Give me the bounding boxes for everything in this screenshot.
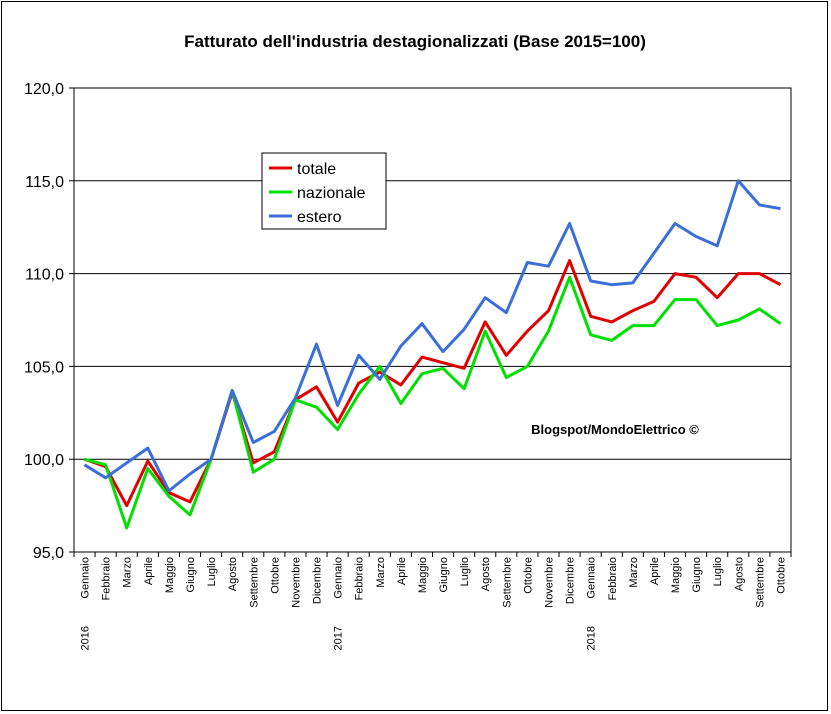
series-line-nazionale <box>84 275 782 530</box>
x-tick-label: Agosto <box>733 557 745 591</box>
y-tick-label: 100,0 <box>24 452 64 469</box>
y-tick-label: 120,0 <box>24 81 64 98</box>
x-tick-label: Aprile <box>143 557 155 585</box>
x-tick-label: Novembre <box>290 557 302 608</box>
x-tick-label: Maggio <box>670 557 682 593</box>
x-tick-label: Agosto <box>227 557 239 591</box>
x-tick-label: Marzo <box>375 557 387 588</box>
x-tick-label: Febbraio <box>101 557 113 600</box>
x-tick-label: Settembre <box>501 557 513 608</box>
year-label: 2016 <box>80 626 92 650</box>
x-tick-label: Giugno <box>691 557 703 592</box>
y-tick-label: 105,0 <box>24 359 64 376</box>
legend-label-totale: totale <box>297 161 336 178</box>
x-tick-label: Novembre <box>543 557 555 608</box>
y-axis: 95,0 100,0 105,0 110,0 115,0 120,0 <box>24 81 74 562</box>
legend-label-nazionale: nazionale <box>297 185 366 202</box>
x-tick-label: Aprile <box>396 557 408 585</box>
x-tick-label: Dicembre <box>565 557 577 604</box>
y-tick-label: 115,0 <box>25 174 64 191</box>
x-tick-label: Gennaio <box>80 557 92 599</box>
legend: totale nazionale estero <box>261 152 387 230</box>
x-tick-label: Dicembre <box>312 557 324 604</box>
x-tick-label: Ottobre <box>775 557 787 594</box>
x-tick-label: Settembre <box>248 557 260 608</box>
x-tick-label: Luglio <box>459 557 471 586</box>
series-lines <box>83 179 782 530</box>
x-tick-label: Agosto <box>480 557 492 591</box>
year-label: 2017 <box>333 626 345 650</box>
y-tick-label: 110,0 <box>25 267 64 284</box>
x-tick-label: Ottobre <box>269 557 281 594</box>
x-tick-label: Aprile <box>649 557 661 585</box>
x-tick-label: Ottobre <box>522 557 534 594</box>
x-axis: Gennaio Febbraio Marzo Aprile Maggio Giugno Lu… <box>73 552 792 650</box>
chart-title: Fatturato dell'industria destagionalizza… <box>184 32 646 51</box>
x-tick-label: Luglio <box>712 557 724 586</box>
series-line-totale <box>84 259 782 508</box>
x-tick-label: Febbraio <box>354 557 366 600</box>
year-label: 2018 <box>586 626 598 650</box>
x-tick-label: Maggio <box>164 557 176 593</box>
series-line-estero <box>83 179 781 493</box>
x-tick-label: Gennaio <box>586 557 598 599</box>
y-tick-label: 95,0 <box>33 545 64 562</box>
credit-text: Blogspot/MondoElettrico © <box>531 422 699 437</box>
x-tick-label: Settembre <box>754 557 766 608</box>
x-tick-label: Gennaio <box>333 557 345 599</box>
x-tick-label: Luglio <box>206 557 218 586</box>
x-tick-label: Febbraio <box>607 557 619 600</box>
x-tick-label: Marzo <box>122 557 134 588</box>
gridlines <box>74 180 791 460</box>
x-tick-label: Maggio <box>417 557 429 593</box>
x-tick-label: Marzo <box>628 557 640 588</box>
legend-label-estero: estero <box>297 209 342 226</box>
x-tick-label: Giugno <box>438 557 450 592</box>
x-tick-label: Giugno <box>185 557 197 592</box>
